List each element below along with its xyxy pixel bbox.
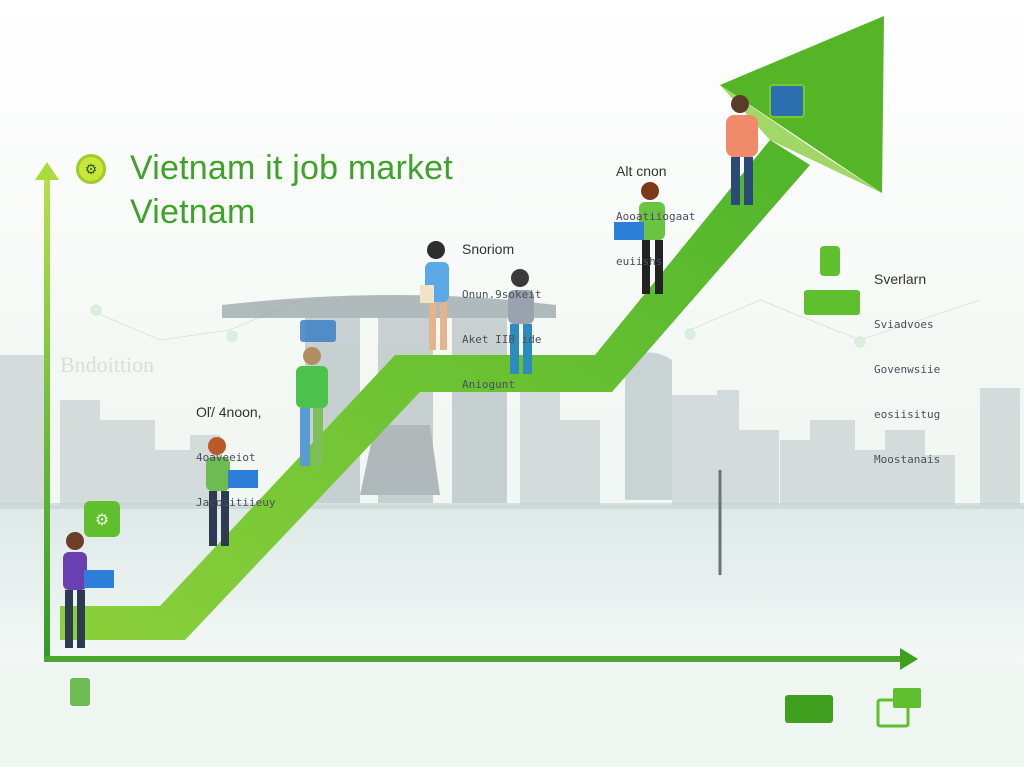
city-skyline bbox=[0, 295, 1020, 505]
badge-icon: ⚙ bbox=[76, 154, 106, 184]
code-icon bbox=[84, 501, 120, 537]
person-6 bbox=[614, 182, 665, 294]
person-3 bbox=[296, 347, 328, 466]
note-3: Alt cnon Aooatiiogaat euiishs bbox=[616, 134, 695, 284]
note-4-line-2: Govenwsiie bbox=[874, 363, 941, 376]
person-4 bbox=[420, 241, 449, 350]
note-2-line-2: Aket IIB ide bbox=[462, 333, 542, 346]
note-3-line-2: euiishs bbox=[616, 255, 663, 268]
laptop-icon bbox=[84, 570, 114, 588]
board-icon bbox=[300, 320, 336, 342]
svg-text:⚙: ⚙ bbox=[95, 510, 109, 529]
note-2-line-3: Aniogunt bbox=[462, 378, 515, 391]
note-4: Sverlarn Sviadvoes Govenwsiie eosiisitug… bbox=[874, 242, 940, 482]
note-1-heading: Oľ/ 4noon, bbox=[196, 404, 262, 420]
person-2 bbox=[206, 437, 258, 546]
robot-icon bbox=[804, 290, 860, 315]
network-lines bbox=[89, 299, 981, 348]
note-1: Oľ/ 4noon, 4oaveeiot Jacoiitiieuy bbox=[196, 375, 275, 525]
plant-icon bbox=[785, 695, 833, 723]
harbor-water bbox=[0, 505, 1024, 665]
phone-icon bbox=[70, 678, 90, 706]
chart-icon bbox=[769, 84, 805, 118]
person-1 bbox=[63, 532, 114, 648]
note-2-heading: Snoriom bbox=[462, 241, 515, 257]
note-4-heading: Sverlarn bbox=[874, 271, 927, 287]
note-3-line-1: Aooatiiogaat bbox=[616, 210, 696, 223]
note-4-line-1: Sviadvoes bbox=[874, 318, 934, 331]
note-1-line-1: 4oaveeiot bbox=[196, 451, 256, 464]
note-4-line-3: eosiisitug bbox=[874, 408, 941, 421]
page-title: Vietnam it job market Vietnam bbox=[130, 146, 453, 234]
note-1-line-2: Jacoiitiieuy bbox=[196, 496, 276, 509]
chart-axes bbox=[35, 162, 918, 670]
person-7 bbox=[726, 95, 758, 205]
skyline-caption: Bndoittion bbox=[60, 352, 155, 377]
note-2-line-1: Onun.9sokeit bbox=[462, 288, 542, 301]
note-2: Snoriom Onun.9sokeit Aket IIB ide Aniogu… bbox=[462, 212, 541, 407]
person-5 bbox=[508, 269, 534, 374]
note-4-line-4: Moostanais bbox=[874, 453, 941, 466]
title-line-2: Vietnam bbox=[130, 193, 256, 231]
title-line-1: Vietnam it job market bbox=[130, 149, 453, 187]
note-3-heading: Alt cnon bbox=[616, 163, 667, 179]
